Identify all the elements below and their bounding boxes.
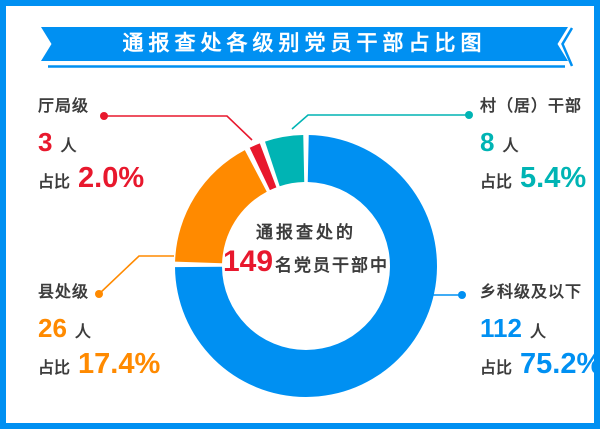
- ratio-prefix: 占比: [38, 174, 71, 191]
- category-name: 村（居）干部: [480, 98, 583, 115]
- leader-line-xianchuji: [98, 255, 174, 295]
- center-text-suffix: 名党员干部中: [275, 256, 390, 275]
- leader-dot-tingjuji: [100, 112, 108, 120]
- ribbon-tail-echo: [561, 27, 574, 67]
- category-count: 112: [480, 313, 522, 343]
- category-name: 乡科级及以下: [480, 284, 583, 301]
- category-count: 8: [480, 127, 495, 157]
- leader-line-cunju: [291, 114, 469, 130]
- count-unit: 人: [60, 138, 77, 155]
- title-ribbon: [41, 27, 574, 68]
- callout-cunju: 村（居）干部 8 人 占比 5.4%: [480, 96, 594, 196]
- callout-xiangkeji: 乡科级及以下 112 人 占比 75.2%: [480, 282, 600, 382]
- category-percent: 75.2%: [520, 348, 600, 380]
- category-percent: 5.4%: [520, 162, 587, 194]
- callout-tingjuji: 厅局级 3 人 占比 2.0%: [38, 96, 198, 196]
- category-count: 3: [38, 127, 53, 157]
- leader-line-tingjuji: [104, 115, 253, 141]
- category-count: 26: [38, 313, 67, 343]
- donut-slice-4: [265, 135, 305, 187]
- donut-slice-2: [175, 150, 267, 264]
- category-percent: 2.0%: [78, 162, 145, 194]
- leader-dot-xianchuji: [95, 290, 103, 298]
- page-title: 通报查处各级别党员干部占比图: [122, 32, 487, 55]
- category-percent: 17.4%: [78, 348, 161, 380]
- category-name: 厅局级: [38, 98, 90, 115]
- donut-slices: [175, 135, 437, 398]
- count-unit: 人: [502, 138, 519, 155]
- ratio-prefix: 占比: [480, 360, 513, 377]
- ratio-prefix: 占比: [480, 174, 513, 191]
- donut-slice-3: [249, 143, 277, 191]
- center-text-line2: 149 名党员干部中: [186, 245, 426, 283]
- ratio-prefix: 占比: [38, 360, 71, 377]
- donut-center-label: 通报查处的 149 名党员干部中: [186, 221, 426, 283]
- leader-dot-cunju: [465, 111, 473, 119]
- ribbon-band: [41, 27, 568, 61]
- center-text-line1: 通报查处的: [256, 223, 356, 242]
- donut-chart: [95, 111, 473, 398]
- leader-dot-xiangkeji: [458, 291, 466, 299]
- total-count: 149: [222, 245, 274, 278]
- category-name: 县处级: [38, 284, 90, 301]
- donut-slice-1: [175, 135, 437, 398]
- count-unit: 人: [74, 324, 91, 341]
- callout-xianchuji: 县处级 26 人 占比 17.4%: [38, 282, 198, 382]
- count-unit: 人: [529, 324, 546, 341]
